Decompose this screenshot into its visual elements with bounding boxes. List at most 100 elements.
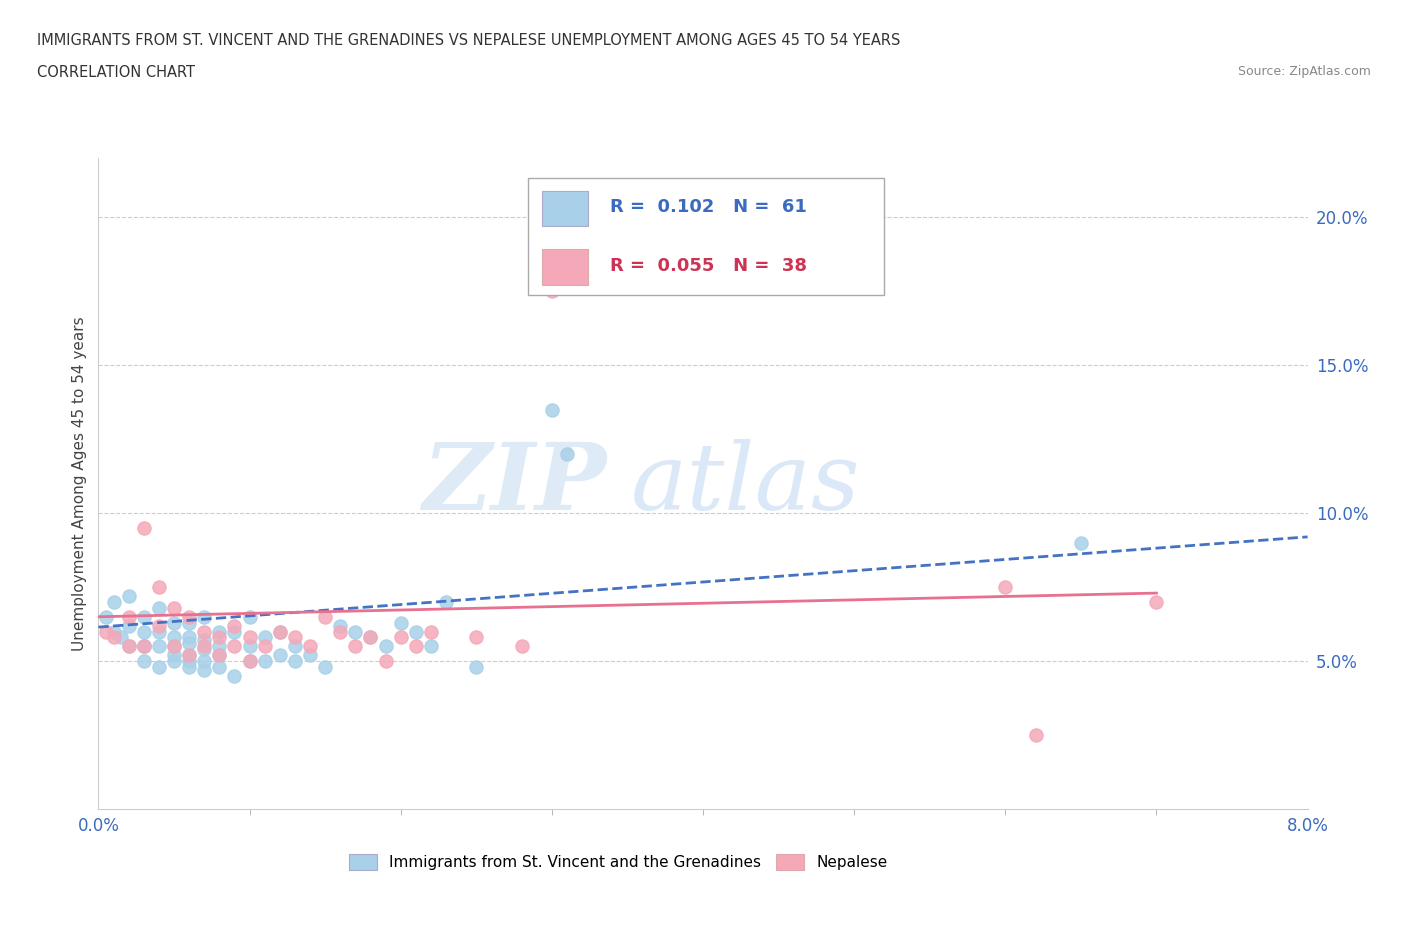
Point (284, 639, 307, 654)
Point (434, 594, 457, 609)
Point (94, 609, 117, 624)
Point (193, 654, 215, 669)
Point (148, 639, 170, 654)
Text: atlas: atlas (630, 439, 860, 528)
Point (405, 624, 427, 639)
Point (374, 654, 396, 669)
Point (148, 579, 170, 594)
Point (118, 639, 141, 654)
Point (465, 659, 488, 674)
Point (1025, 727, 1047, 742)
Point (118, 589, 141, 604)
Point (118, 609, 141, 624)
Point (193, 624, 215, 639)
Point (163, 630, 186, 644)
Point (148, 659, 170, 674)
Point (103, 594, 125, 609)
Point (994, 579, 1017, 594)
Point (179, 616, 201, 631)
Point (374, 639, 396, 654)
Point (360, 630, 382, 644)
Point (193, 609, 215, 624)
Point (208, 639, 231, 654)
Point (148, 624, 170, 639)
Point (465, 630, 488, 644)
Point (269, 624, 291, 639)
Point (193, 662, 215, 677)
Point (224, 618, 246, 633)
Point (224, 639, 246, 654)
Point (1070, 536, 1092, 551)
Text: R =  0.055   N =  38: R = 0.055 N = 38 (610, 257, 807, 274)
Point (555, 446, 578, 461)
Point (163, 601, 186, 616)
Point (163, 639, 186, 654)
Point (193, 642, 215, 657)
Point (208, 648, 231, 663)
Point (193, 633, 215, 648)
Point (284, 630, 307, 644)
Point (163, 654, 186, 669)
Text: IMMIGRANTS FROM ST. VINCENT AND THE GRENADINES VS NEPALESE UNEMPLOYMENT AMONG AG: IMMIGRANTS FROM ST. VINCENT AND THE GREN… (37, 33, 900, 47)
Point (329, 624, 352, 639)
Legend: Immigrants from St. Vincent and the Grenadines, Nepalese: Immigrants from St. Vincent and the Gren… (343, 848, 893, 876)
Point (179, 636, 201, 651)
Point (148, 618, 170, 633)
Point (193, 639, 215, 654)
Point (103, 630, 125, 644)
Point (208, 624, 231, 639)
Text: Source: ZipAtlas.com: Source: ZipAtlas.com (1237, 65, 1371, 78)
Point (405, 639, 427, 654)
Point (344, 624, 367, 639)
Point (1146, 594, 1168, 609)
Point (132, 521, 155, 536)
Point (269, 648, 291, 663)
Text: R =  0.102   N =  61: R = 0.102 N = 61 (610, 198, 807, 216)
Point (329, 618, 352, 633)
Point (179, 609, 201, 624)
Point (253, 630, 276, 644)
Point (253, 654, 276, 669)
FancyBboxPatch shape (543, 249, 588, 286)
Point (179, 648, 201, 663)
Point (148, 601, 170, 616)
Point (208, 648, 231, 663)
Point (239, 654, 262, 669)
Point (132, 624, 155, 639)
Point (344, 639, 367, 654)
Point (420, 624, 443, 639)
Point (314, 659, 336, 674)
Point (118, 639, 141, 654)
Point (132, 654, 155, 669)
Point (163, 616, 186, 631)
Point (541, 284, 564, 299)
Point (269, 624, 291, 639)
Point (239, 654, 262, 669)
Point (541, 402, 564, 417)
Text: ZIP: ZIP (422, 439, 606, 528)
Point (208, 659, 231, 674)
Point (389, 616, 412, 631)
Point (224, 669, 246, 684)
Point (179, 630, 201, 644)
Point (103, 624, 125, 639)
Point (179, 648, 201, 663)
Y-axis label: Unemployment Among Ages 45 to 54 years: Unemployment Among Ages 45 to 54 years (72, 316, 87, 651)
Point (253, 639, 276, 654)
FancyBboxPatch shape (527, 178, 884, 295)
Point (420, 639, 443, 654)
Point (224, 624, 246, 639)
Point (239, 609, 262, 624)
Point (110, 630, 132, 644)
Point (314, 609, 336, 624)
Point (179, 659, 201, 674)
Point (299, 639, 322, 654)
Point (510, 639, 533, 654)
Text: CORRELATION CHART: CORRELATION CHART (37, 65, 194, 80)
Point (208, 630, 231, 644)
Point (389, 630, 412, 644)
Point (299, 648, 322, 663)
Point (132, 639, 155, 654)
Point (132, 639, 155, 654)
Point (163, 648, 186, 663)
